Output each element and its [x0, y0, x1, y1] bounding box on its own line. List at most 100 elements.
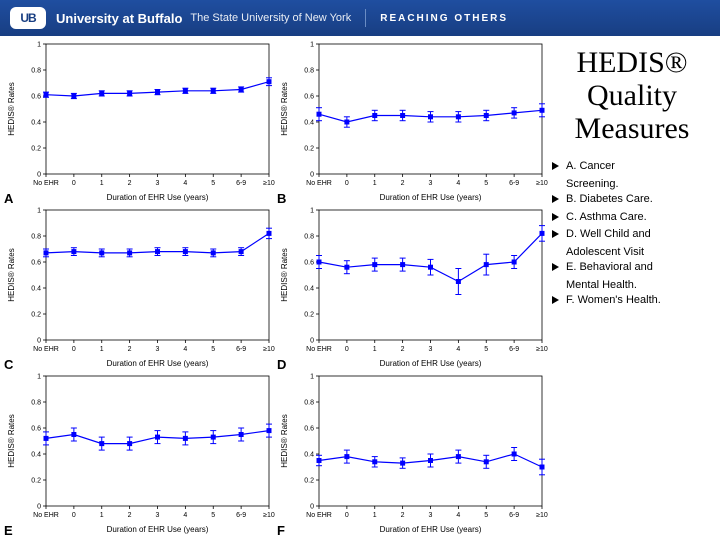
svg-text:0.2: 0.2 [304, 146, 314, 153]
university-name: University at Buffalo [56, 11, 182, 26]
svg-text:0: 0 [310, 172, 314, 179]
svg-text:5: 5 [211, 512, 215, 519]
svg-text:No EHR: No EHR [33, 346, 59, 353]
sidebar: HEDIS® Quality Measures A. Cancer Screeni… [552, 46, 712, 311]
chart-svg: 00.20.40.60.81No EHR0123456-9≥10Duration… [275, 370, 548, 536]
svg-text:4: 4 [456, 346, 460, 353]
header-bar: UB University at Buffalo The State Unive… [0, 0, 720, 36]
chart-panel-D: 00.20.40.60.81No EHR0123456-9≥10Duration… [275, 204, 548, 370]
svg-text:No EHR: No EHR [33, 512, 59, 519]
svg-text:No EHR: No EHR [33, 180, 59, 187]
measure-item: C. Asthma Care. [552, 210, 712, 225]
chart-svg: 00.20.40.60.81No EHR0123456-9≥10Duration… [275, 204, 548, 370]
chart-grid: 00.20.40.60.81No EHR0123456-9≥10Duration… [2, 38, 548, 538]
svg-text:1: 1 [373, 346, 377, 353]
svg-text:HEDIS® Rates: HEDIS® Rates [280, 82, 289, 135]
svg-text:0.6: 0.6 [31, 260, 41, 267]
svg-text:0: 0 [72, 346, 76, 353]
svg-text:0: 0 [37, 338, 41, 345]
svg-text:3: 3 [429, 512, 433, 519]
svg-text:0: 0 [72, 180, 76, 187]
chart-panel-A: 00.20.40.60.81No EHR0123456-9≥10Duration… [2, 38, 275, 204]
svg-text:0.4: 0.4 [31, 286, 41, 293]
page-title: HEDIS® Quality Measures [552, 46, 712, 145]
svg-text:0.4: 0.4 [304, 452, 314, 459]
ub-logo: UB [10, 7, 46, 29]
chart-panel-F: 00.20.40.60.81No EHR0123456-9≥10Duration… [275, 370, 548, 536]
svg-text:3: 3 [156, 346, 160, 353]
svg-text:0.8: 0.8 [31, 234, 41, 241]
svg-text:No EHR: No EHR [306, 512, 332, 519]
svg-text:1: 1 [310, 208, 314, 215]
svg-text:5: 5 [484, 346, 488, 353]
svg-text:0.8: 0.8 [304, 400, 314, 407]
measure-item-sub: Screening. [552, 177, 712, 192]
svg-text:0.8: 0.8 [304, 234, 314, 241]
measure-item: B. Diabetes Care. [552, 192, 712, 207]
chart-svg: 00.20.40.60.81No EHR0123456-9≥10Duration… [2, 370, 275, 536]
svg-text:0.6: 0.6 [31, 94, 41, 101]
chart-panel-B: 00.20.40.60.81No EHR0123456-9≥10Duration… [275, 38, 548, 204]
svg-text:Duration of EHR Use (years): Duration of EHR Use (years) [380, 359, 482, 368]
svg-text:1: 1 [310, 42, 314, 49]
svg-text:No EHR: No EHR [306, 346, 332, 353]
svg-text:4: 4 [183, 180, 187, 187]
svg-text:5: 5 [211, 346, 215, 353]
svg-text:HEDIS® Rates: HEDIS® Rates [7, 414, 16, 467]
svg-text:2: 2 [128, 180, 132, 187]
measure-item: A. Cancer [552, 159, 712, 174]
svg-text:1: 1 [373, 512, 377, 519]
svg-text:1: 1 [100, 180, 104, 187]
chart-svg: 00.20.40.60.81No EHR0123456-9≥10Duration… [2, 38, 275, 204]
svg-text:0: 0 [345, 512, 349, 519]
svg-text:3: 3 [429, 180, 433, 187]
svg-text:No EHR: No EHR [306, 180, 332, 187]
svg-text:4: 4 [456, 180, 460, 187]
svg-text:≥10: ≥10 [536, 512, 548, 519]
svg-text:0.6: 0.6 [31, 426, 41, 433]
header-divider [365, 9, 366, 27]
svg-text:≥10: ≥10 [536, 346, 548, 353]
svg-text:1: 1 [37, 374, 41, 381]
svg-text:Duration of EHR Use (years): Duration of EHR Use (years) [107, 359, 209, 368]
svg-text:HEDIS® Rates: HEDIS® Rates [7, 82, 16, 135]
svg-text:0: 0 [72, 512, 76, 519]
svg-text:≥10: ≥10 [263, 346, 275, 353]
svg-text:3: 3 [156, 180, 160, 187]
chart-panel-E: 00.20.40.60.81No EHR0123456-9≥10Duration… [2, 370, 275, 536]
svg-text:0: 0 [345, 180, 349, 187]
svg-text:0.2: 0.2 [304, 478, 314, 485]
svg-text:0: 0 [310, 504, 314, 511]
svg-text:0.8: 0.8 [31, 400, 41, 407]
svg-text:1: 1 [37, 208, 41, 215]
svg-text:0: 0 [310, 338, 314, 345]
svg-text:6-9: 6-9 [509, 346, 519, 353]
measure-item: E. Behavioral and [552, 260, 712, 275]
svg-text:6-9: 6-9 [509, 512, 519, 519]
svg-text:5: 5 [211, 180, 215, 187]
svg-text:0.6: 0.6 [304, 260, 314, 267]
svg-text:0: 0 [345, 346, 349, 353]
svg-text:HEDIS® Rates: HEDIS® Rates [7, 248, 16, 301]
svg-text:0: 0 [37, 504, 41, 511]
svg-text:0.2: 0.2 [31, 312, 41, 319]
svg-text:2: 2 [401, 346, 405, 353]
measure-item: D. Well Child and [552, 227, 712, 242]
measure-item: F. Women's Health. [552, 293, 712, 308]
svg-text:3: 3 [156, 512, 160, 519]
svg-text:0.2: 0.2 [304, 312, 314, 319]
svg-text:0.6: 0.6 [304, 426, 314, 433]
svg-text:1: 1 [100, 512, 104, 519]
svg-text:1: 1 [310, 374, 314, 381]
svg-text:3: 3 [429, 346, 433, 353]
svg-text:5: 5 [484, 180, 488, 187]
svg-text:0.8: 0.8 [31, 68, 41, 75]
svg-text:0: 0 [37, 172, 41, 179]
measure-item-sub: Adolescent Visit [552, 245, 712, 260]
suny-text: The State University of New York [190, 12, 351, 24]
svg-text:4: 4 [183, 512, 187, 519]
svg-text:2: 2 [401, 180, 405, 187]
svg-text:Duration of EHR Use (years): Duration of EHR Use (years) [107, 193, 209, 202]
svg-text:0.4: 0.4 [304, 120, 314, 127]
svg-text:HEDIS® Rates: HEDIS® Rates [280, 248, 289, 301]
